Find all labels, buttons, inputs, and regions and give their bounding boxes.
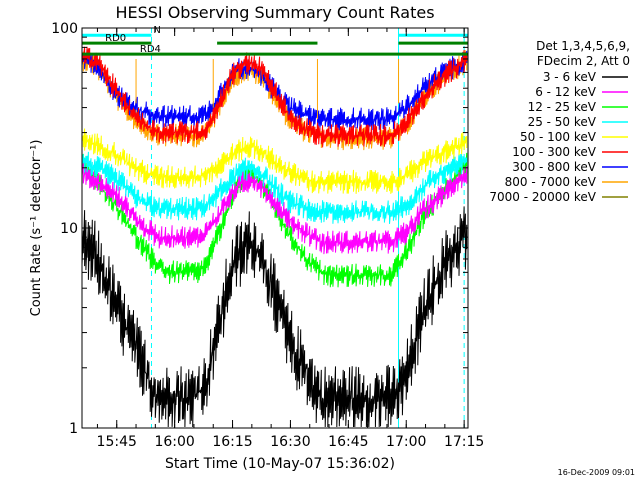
state-bar-label-rd0: RD0: [105, 33, 126, 44]
chart-title: HESSI Observing Summary Count Rates: [115, 3, 434, 22]
legend: Det 1,3,4,5,6,9,FDecim 2, Att 0 3 - 6 keV…: [489, 39, 630, 204]
legend-header-line: Det 1,3,4,5,6,9,: [536, 39, 630, 53]
legend-header-line: FDecim 2, Att 0: [537, 54, 630, 68]
series-line-12-25-kev: [81, 152, 468, 288]
legend-entry-7000-20000-kev: 7000 - 20000 keV: [489, 190, 596, 204]
x-axis: 15:45 16:00 16:15 16:30 16:45 17:00 17:15: [97, 28, 484, 450]
footer-timestamp: 16-Dec-2009 09:01: [558, 468, 635, 477]
x-tick-label: 17:15: [444, 434, 484, 450]
legend-entry-300-800-kev: 300 - 800 keV: [512, 160, 596, 174]
y-axis-label: Count Rate (s⁻¹ detector⁻¹): [29, 140, 44, 317]
series-line-3-6-kev: [81, 206, 468, 428]
series-line-50-100-kev: [81, 128, 468, 194]
legend-entry-12-25-kev: 12 - 25 keV: [528, 100, 597, 114]
state-bar-label-rd4: RD4: [140, 44, 161, 55]
y-tick-label: 1: [69, 421, 78, 437]
legend-entry-25-50-kev: 25 - 50 keV: [528, 115, 597, 129]
x-tick-label: 16:30: [270, 434, 310, 450]
series-line-25-50-kev: [81, 149, 468, 224]
y-tick-label: 10: [60, 221, 78, 237]
state-bar-label-n: N: [153, 25, 160, 36]
x-tick-label: 16:45: [328, 434, 368, 450]
x-tick-label: 17:00: [386, 434, 426, 450]
series-line-100-300-kev: [81, 46, 468, 148]
y-tick-label: 100: [51, 21, 78, 37]
series-line-6-12-kev: [81, 161, 468, 255]
x-tick-label: 16:00: [154, 434, 194, 450]
annotation-layer: N RD0 RD4: [82, 25, 468, 56]
x-tick-label: 16:15: [212, 434, 252, 450]
x-axis-label: Start Time (10-May-07 15:36:02): [165, 456, 395, 472]
legend-entry-6-12-kev: 6 - 12 keV: [535, 85, 597, 99]
x-tick-label: 15:45: [97, 434, 137, 450]
legend-entry-50-100-kev: 50 - 100 keV: [520, 130, 597, 144]
y-axis: 1 10 100: [51, 21, 468, 437]
legend-entry-100-300-kev: 100 - 300 keV: [512, 145, 596, 159]
legend-entry-3-6-kev: 3 - 6 keV: [543, 70, 597, 84]
legend-entry-800-7000-kev: 800 - 7000 keV: [505, 175, 597, 189]
series-layer: [81, 28, 468, 428]
